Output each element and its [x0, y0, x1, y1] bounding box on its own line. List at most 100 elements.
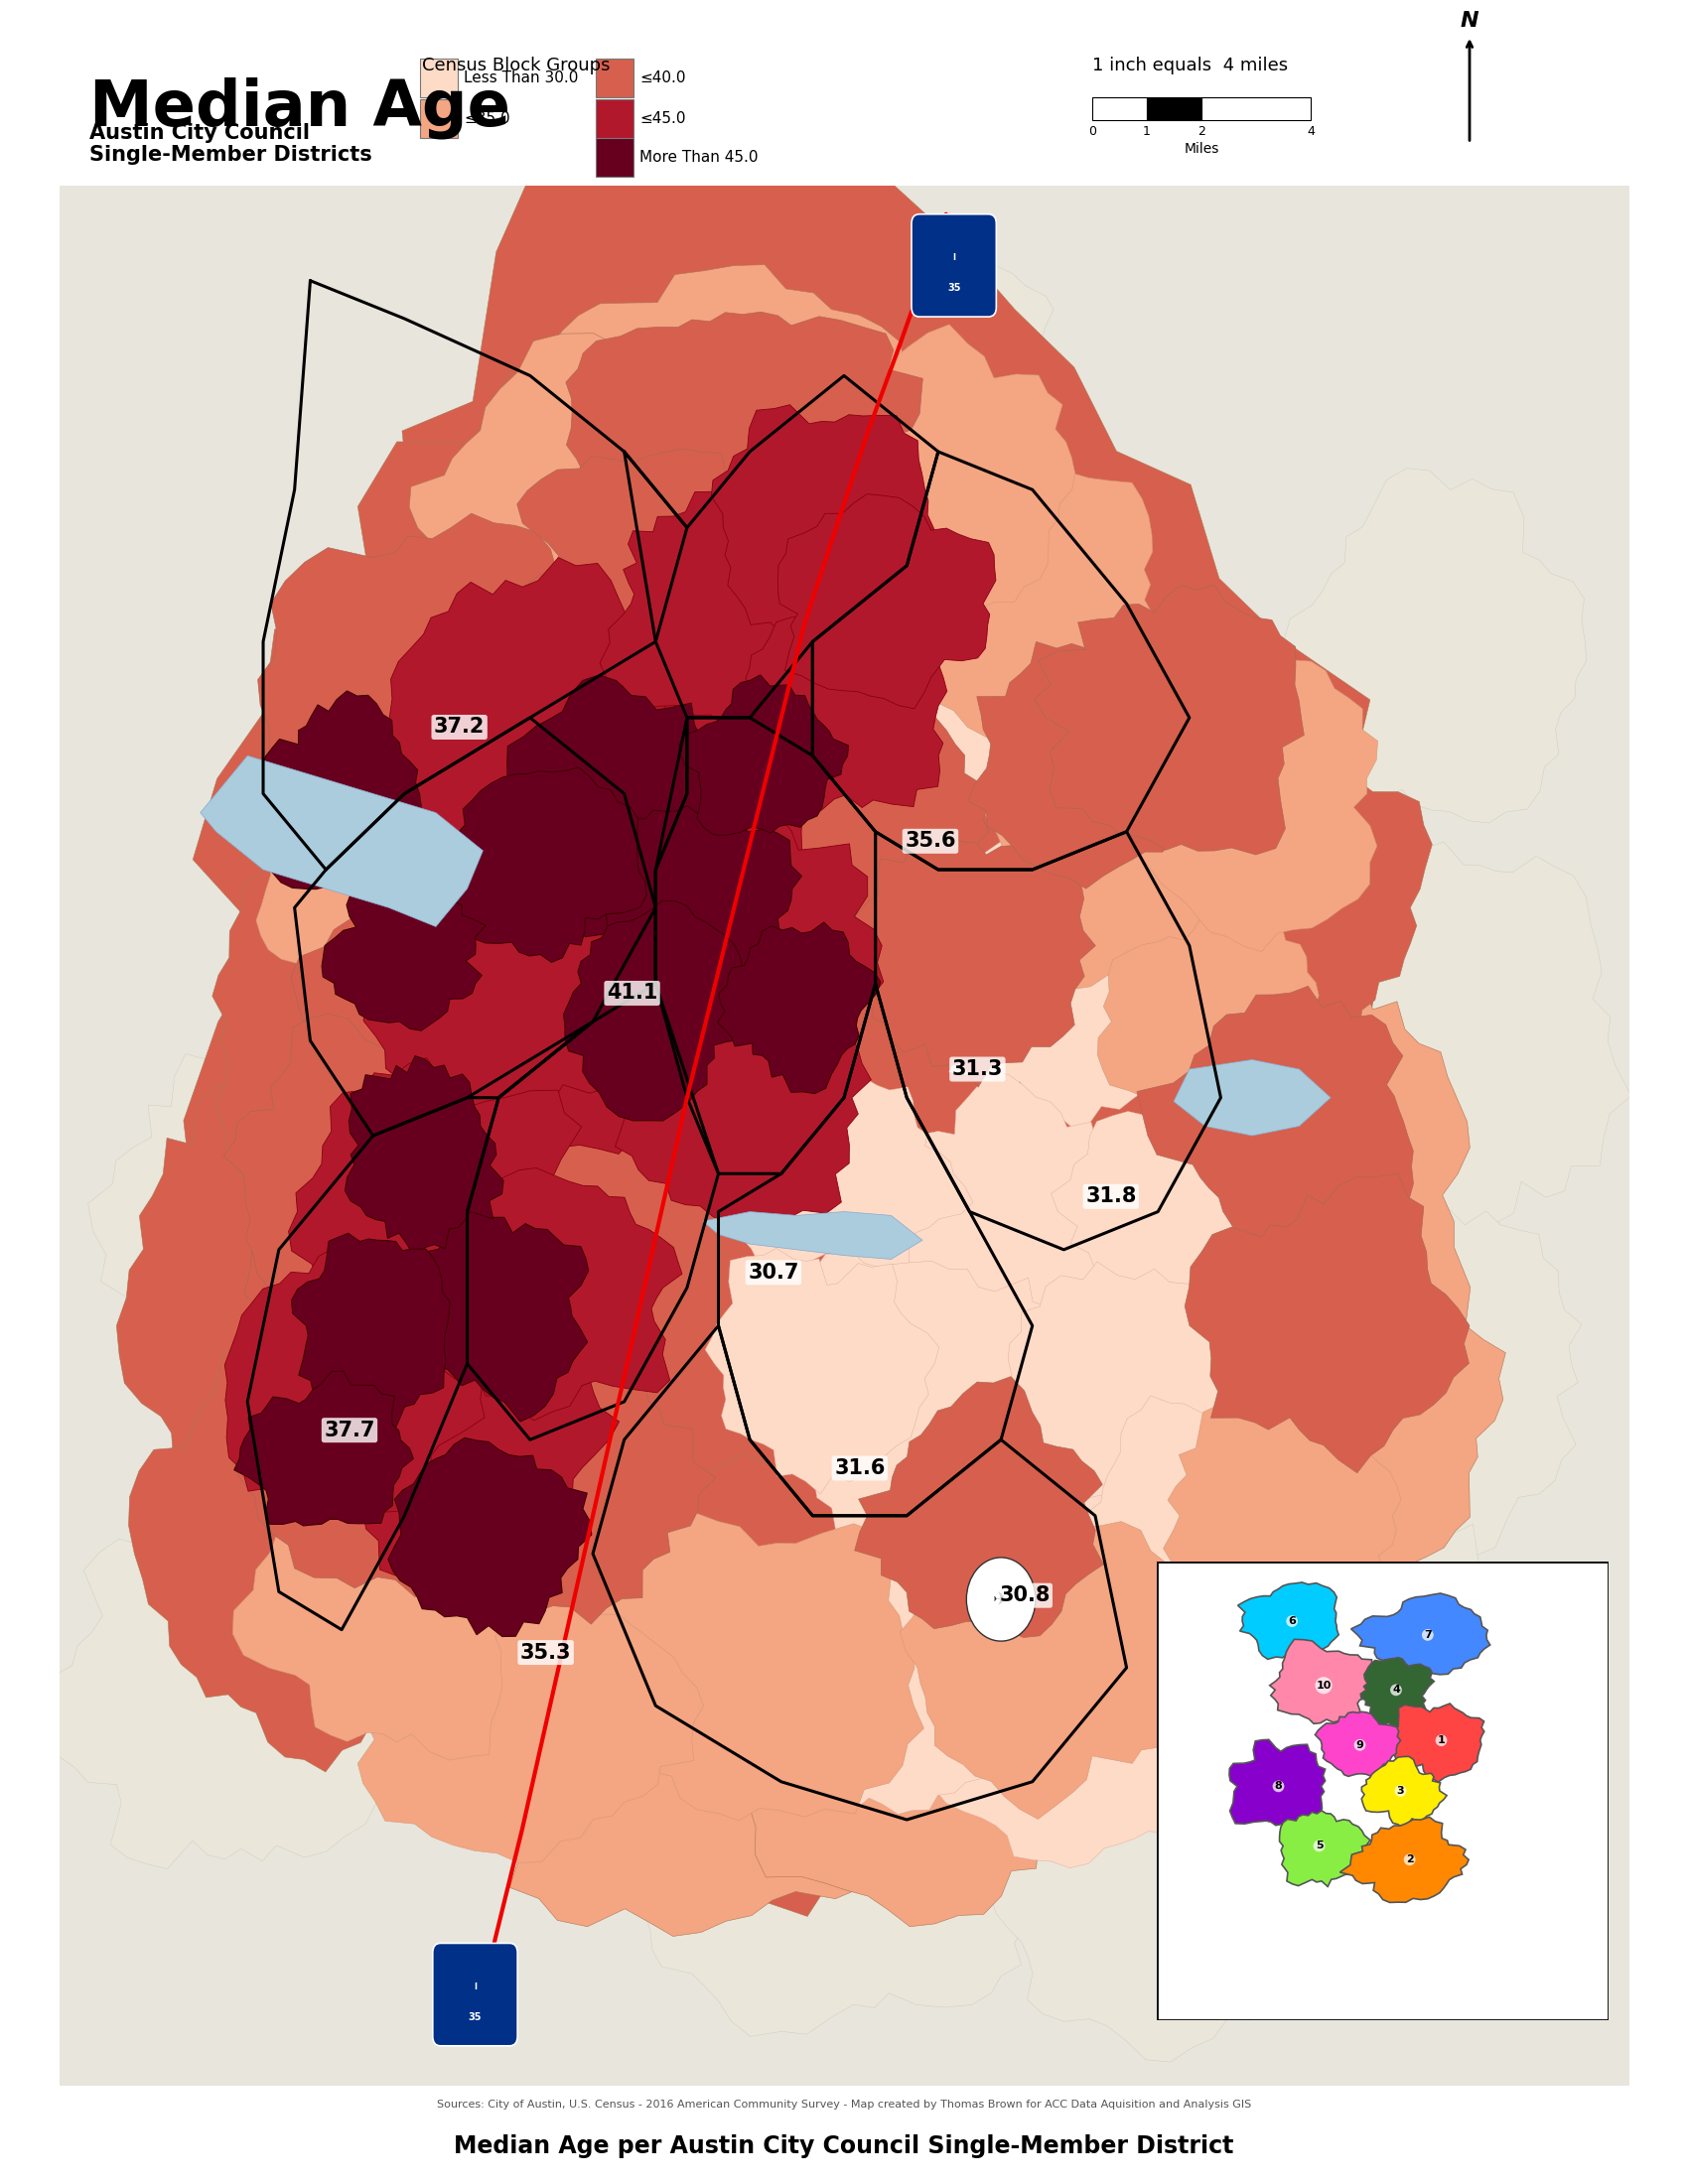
Text: Census Block Groups: Census Block Groups [422, 57, 609, 74]
Polygon shape [645, 1752, 1023, 2035]
Polygon shape [726, 1575, 1008, 1815]
Polygon shape [1362, 1756, 1447, 1828]
Polygon shape [564, 902, 756, 1120]
Polygon shape [658, 354, 1011, 638]
Polygon shape [1003, 1262, 1241, 1514]
Polygon shape [565, 312, 923, 539]
Polygon shape [606, 804, 802, 996]
Bar [1202, 98, 1310, 120]
Polygon shape [559, 1511, 923, 1821]
Polygon shape [614, 989, 871, 1225]
Polygon shape [395, 762, 674, 1024]
Polygon shape [436, 865, 773, 1153]
Polygon shape [749, 1566, 1165, 1926]
Text: 2: 2 [1406, 1854, 1413, 1865]
Text: Sources: City of Austin, U.S. Census - 2016 American Community Survey - Map crea: Sources: City of Austin, U.S. Census - 2… [437, 2099, 1251, 2110]
Polygon shape [245, 1112, 550, 1422]
Polygon shape [871, 439, 1158, 747]
Text: 37.7: 37.7 [324, 1420, 375, 1439]
Polygon shape [415, 1334, 716, 1625]
FancyBboxPatch shape [912, 214, 996, 317]
Polygon shape [292, 1234, 449, 1439]
Polygon shape [719, 1066, 972, 1269]
Bar [596, 98, 633, 138]
Polygon shape [1254, 1524, 1536, 1848]
Polygon shape [454, 581, 814, 915]
Text: Single-Member Districts: Single-Member Districts [89, 146, 371, 166]
Polygon shape [451, 767, 647, 963]
Text: I: I [952, 253, 955, 262]
Polygon shape [1084, 1396, 1327, 1627]
Polygon shape [780, 1254, 1092, 1566]
Text: 4: 4 [1393, 1686, 1399, 1695]
Polygon shape [1315, 1712, 1401, 1776]
Polygon shape [1361, 1658, 1435, 1728]
FancyBboxPatch shape [432, 1944, 518, 2046]
Polygon shape [1237, 1583, 1339, 1660]
Polygon shape [917, 1411, 1202, 1697]
Polygon shape [289, 1057, 582, 1343]
Text: 0: 0 [1089, 124, 1096, 138]
Polygon shape [643, 485, 949, 786]
Polygon shape [1229, 1741, 1325, 1835]
Polygon shape [1097, 909, 1322, 1153]
Polygon shape [778, 494, 996, 708]
Polygon shape [1035, 585, 1305, 854]
Text: Miles: Miles [1183, 142, 1219, 155]
Polygon shape [172, 79, 1386, 1915]
Text: 6: 6 [1288, 1616, 1296, 1627]
Polygon shape [508, 264, 920, 607]
Polygon shape [192, 295, 1178, 1520]
Bar [420, 98, 457, 138]
Bar [596, 59, 633, 98]
Polygon shape [1276, 467, 1587, 823]
Text: 31.3: 31.3 [952, 1059, 1003, 1079]
Polygon shape [711, 404, 939, 633]
Polygon shape [213, 812, 496, 1254]
Polygon shape [344, 1055, 503, 1258]
Polygon shape [883, 1070, 1144, 1350]
Polygon shape [785, 325, 1075, 633]
Polygon shape [225, 1245, 484, 1516]
Text: 35.6: 35.6 [905, 832, 955, 852]
Text: Austin City Council: Austin City Council [89, 122, 311, 142]
Circle shape [967, 1557, 1035, 1640]
Text: 1: 1 [1143, 124, 1151, 138]
Polygon shape [356, 867, 633, 1164]
Text: 30.8: 30.8 [999, 1586, 1050, 1605]
Polygon shape [795, 454, 1116, 756]
Polygon shape [1350, 1594, 1491, 1675]
Polygon shape [1138, 987, 1413, 1286]
Polygon shape [290, 854, 608, 1195]
Polygon shape [390, 1197, 589, 1422]
Polygon shape [1269, 1640, 1376, 1728]
Polygon shape [922, 1616, 1231, 1867]
Polygon shape [719, 616, 947, 817]
Polygon shape [582, 232, 1053, 459]
Text: ≤35.0: ≤35.0 [464, 111, 510, 127]
Polygon shape [679, 675, 849, 834]
Text: 8: 8 [1274, 1782, 1283, 1791]
Polygon shape [233, 1439, 554, 1760]
Polygon shape [569, 808, 883, 1114]
Polygon shape [506, 675, 749, 937]
Polygon shape [967, 642, 1229, 889]
Text: 4: 4 [1307, 124, 1315, 138]
Text: 7: 7 [1425, 1629, 1431, 1640]
Polygon shape [427, 1168, 682, 1420]
Polygon shape [933, 834, 1209, 1127]
Polygon shape [116, 1072, 425, 1623]
Polygon shape [262, 690, 422, 889]
Polygon shape [1123, 965, 1470, 1363]
Text: Median Age: Median Age [89, 76, 510, 140]
Bar [420, 59, 457, 98]
Polygon shape [201, 756, 483, 926]
Polygon shape [1052, 1072, 1313, 1339]
Text: 31.8: 31.8 [1085, 1186, 1136, 1206]
Text: 37.2: 37.2 [434, 716, 484, 736]
Polygon shape [749, 708, 989, 959]
Polygon shape [599, 491, 866, 729]
Text: 30.7: 30.7 [748, 1262, 798, 1282]
Polygon shape [295, 970, 581, 1234]
Text: 31.6: 31.6 [834, 1459, 885, 1479]
